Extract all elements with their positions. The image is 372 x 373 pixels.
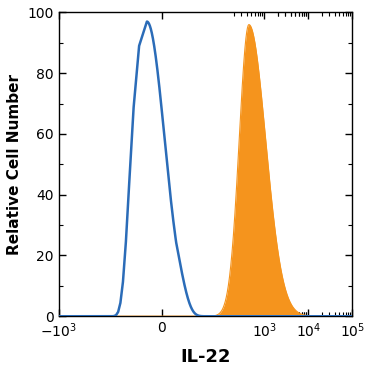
Y-axis label: Relative Cell Number: Relative Cell Number <box>7 74 22 255</box>
X-axis label: IL-22: IL-22 <box>180 348 231 366</box>
